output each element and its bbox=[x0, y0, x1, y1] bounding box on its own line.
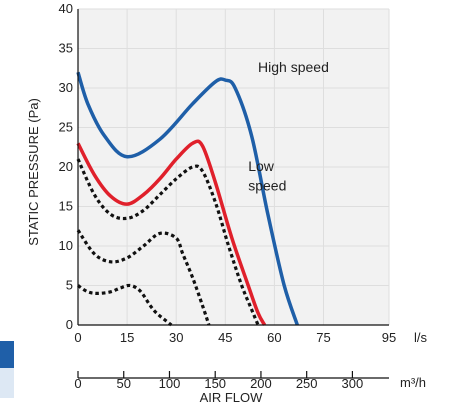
y-axis-label: STATIC PRESSURE (Pa) bbox=[26, 98, 41, 246]
accent-bar-light bbox=[0, 368, 14, 398]
low-speed-curve bbox=[76, 139, 267, 326]
curve-annotation: High speed bbox=[258, 59, 329, 75]
x-axis-label: AIR FLOW bbox=[200, 390, 264, 405]
y-tick-label: 30 bbox=[59, 80, 73, 95]
x-tick-label: 95 bbox=[382, 330, 396, 345]
x-tick-label: 60 bbox=[267, 330, 281, 345]
y-tick-label: 20 bbox=[59, 159, 73, 174]
x-tick-label: 0 bbox=[74, 330, 81, 345]
y-tick-label: 25 bbox=[59, 120, 73, 135]
x2-tick-label: 0 bbox=[74, 376, 81, 391]
y-tick-label: 40 bbox=[59, 1, 73, 16]
high-speed-curve bbox=[76, 71, 299, 326]
curve-annotation: Low bbox=[248, 158, 275, 174]
x-axis-unit-m3h: m³/h bbox=[400, 375, 426, 390]
x-tick-label: 75 bbox=[316, 330, 330, 345]
x-tick-label: 30 bbox=[169, 330, 183, 345]
x2-tick-label: 300 bbox=[342, 376, 364, 391]
dotted-curve-4 bbox=[77, 283, 173, 327]
dotted-curve-2 bbox=[76, 158, 260, 326]
x2-tick-label: 150 bbox=[204, 376, 226, 391]
y-tick-label: 0 bbox=[66, 317, 73, 332]
y-tick-label: 5 bbox=[66, 278, 73, 293]
x2-tick-label: 200 bbox=[250, 376, 272, 391]
y-tick-label: 10 bbox=[59, 238, 73, 253]
accent-bar bbox=[0, 341, 14, 368]
y-tick-label: 15 bbox=[59, 199, 73, 214]
x-tick-label: 15 bbox=[120, 330, 134, 345]
dotted-curve-3 bbox=[76, 229, 211, 326]
x2-tick-label: 250 bbox=[296, 376, 318, 391]
x-tick-label: 45 bbox=[218, 330, 232, 345]
x2-tick-label: 50 bbox=[117, 376, 131, 391]
x2-tick-label: 100 bbox=[159, 376, 181, 391]
x-axis-unit-ls: l/s bbox=[414, 330, 428, 345]
curve-annotation: speed bbox=[248, 178, 286, 194]
y-tick-label: 35 bbox=[59, 41, 73, 56]
